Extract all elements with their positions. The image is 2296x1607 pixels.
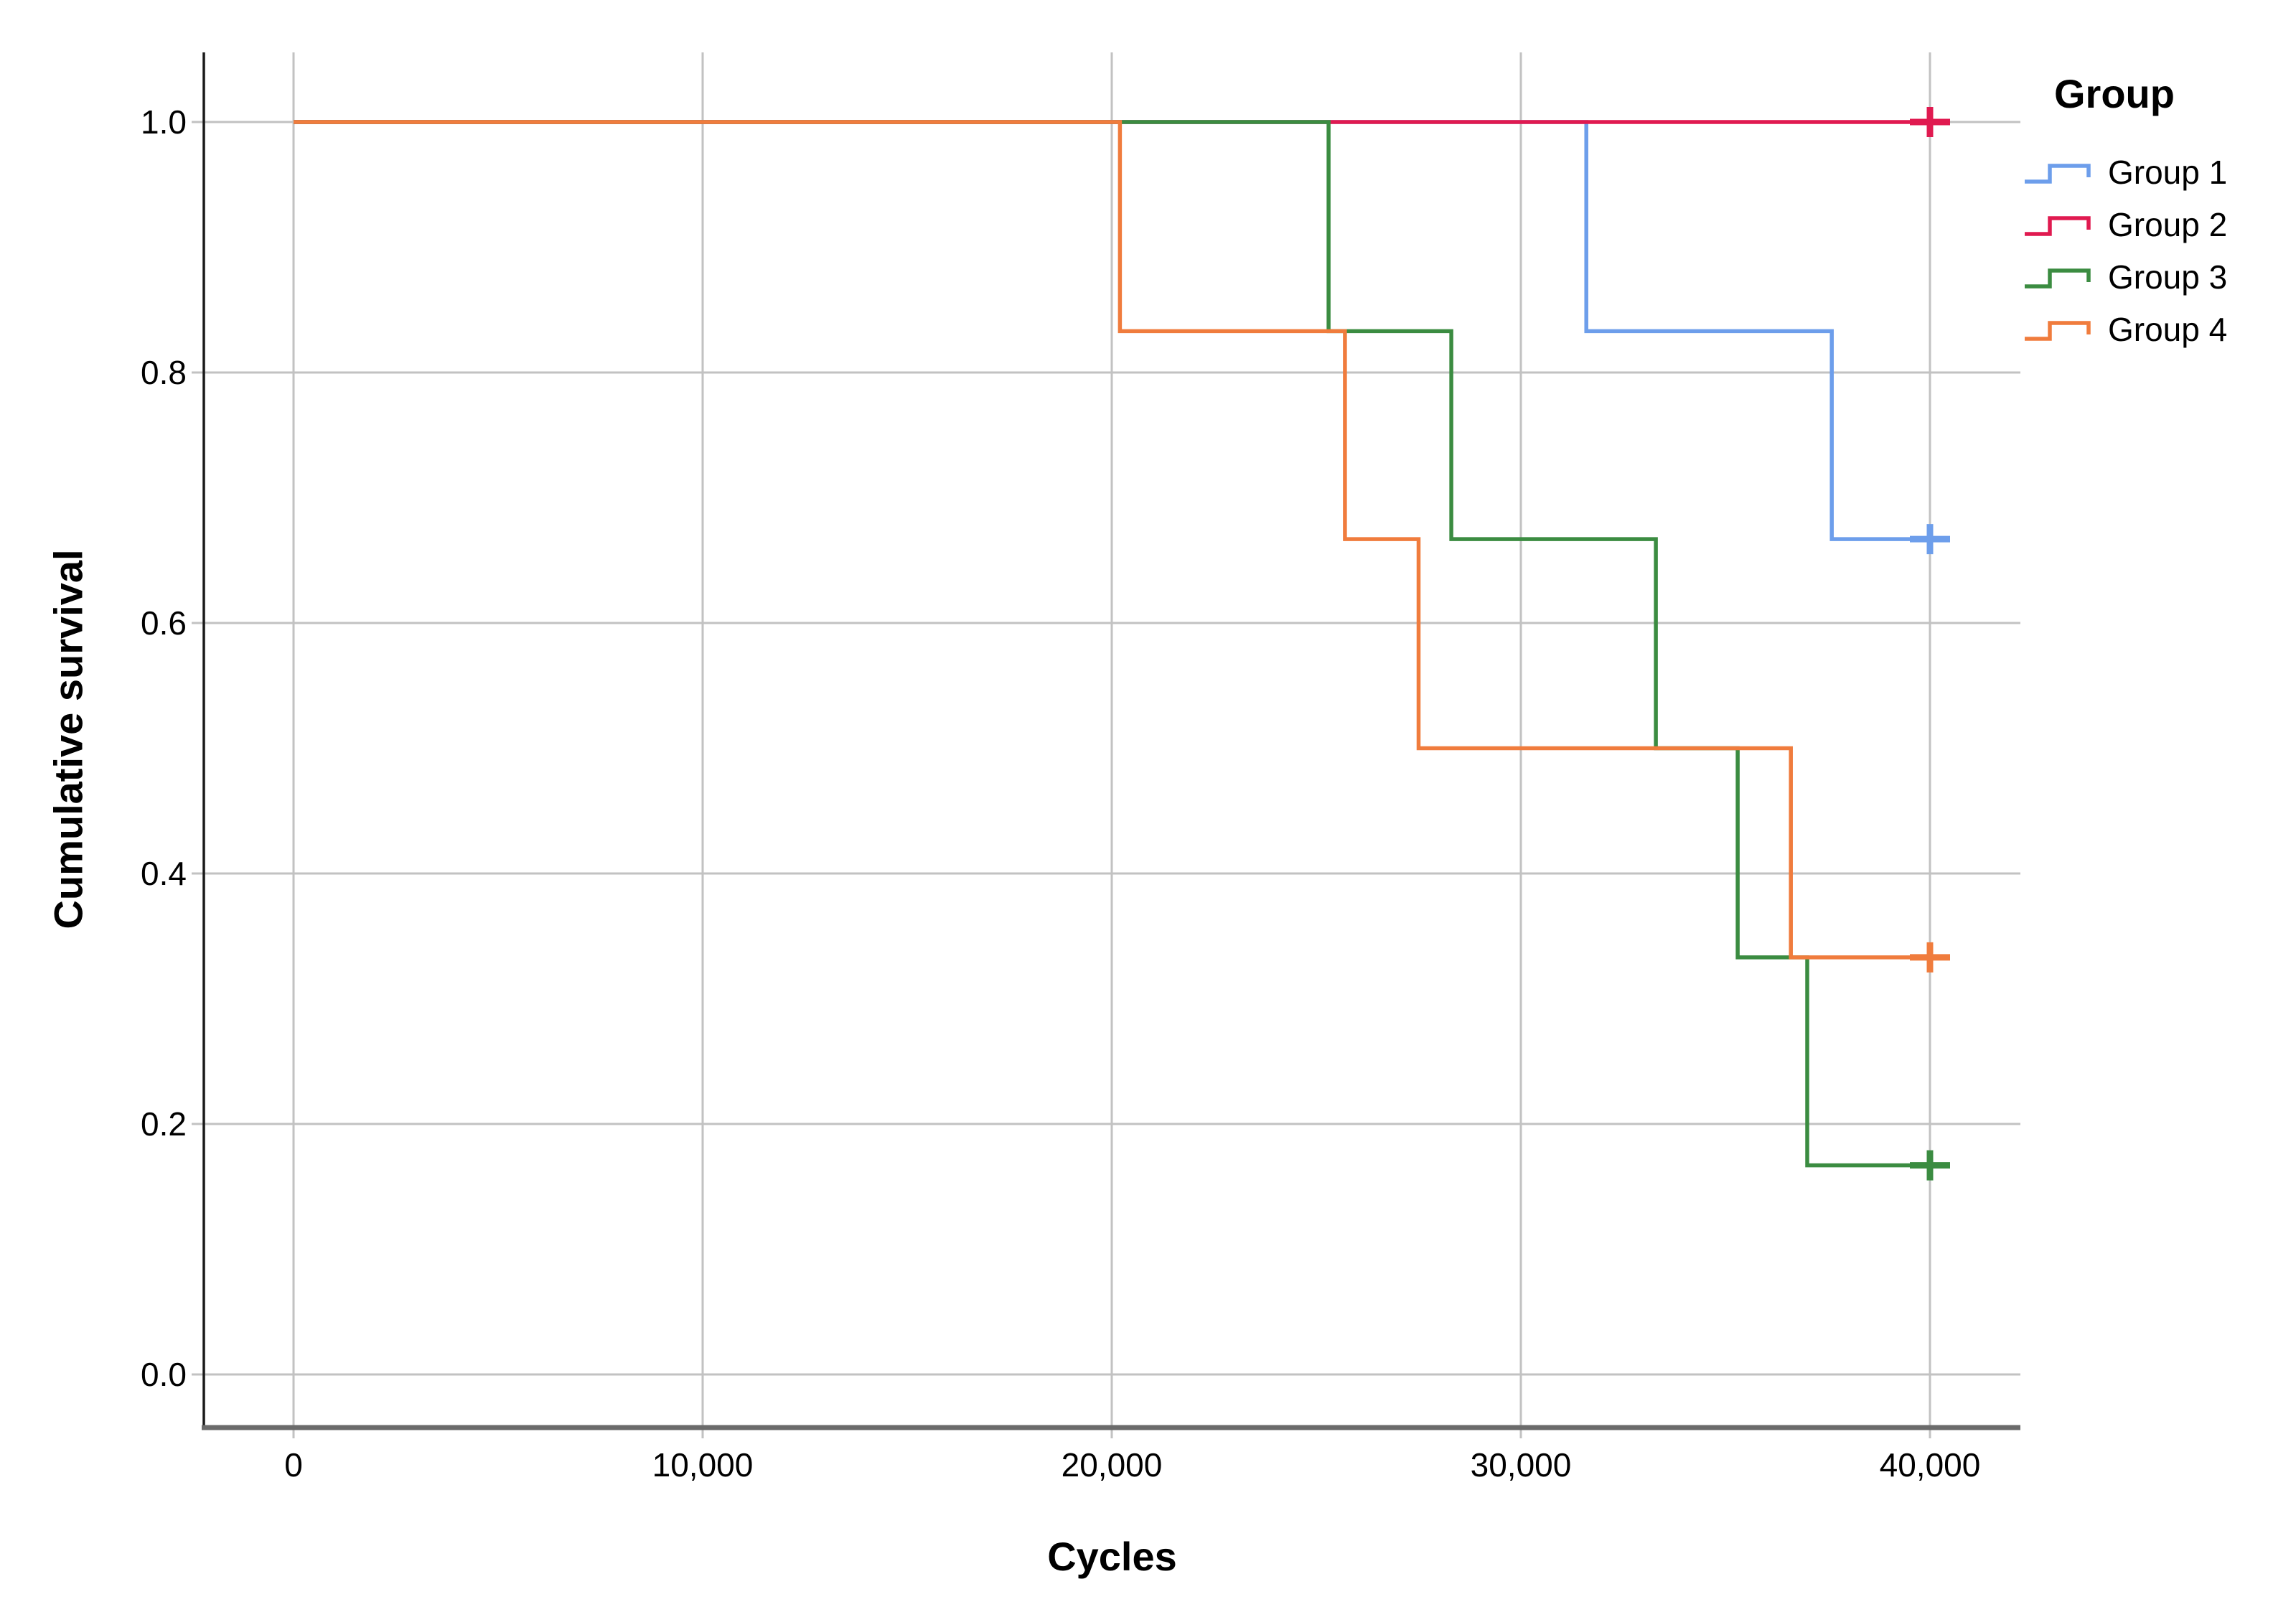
legend-item-label: Group 4 [2108,311,2228,348]
y-tick-label: 0.0 [141,1356,187,1393]
legend-item-group-2: Group 2 [2023,206,2288,243]
legend-title: Group [2054,71,2175,116]
x-axis-title: Cycles [1047,1534,1177,1579]
legend-item-label: Group 3 [2108,258,2228,296]
x-tick-label: 0 [284,1446,303,1484]
y-tick-label: 1.0 [141,103,187,141]
survival-curve-group-4 [294,120,1930,960]
legend-line-sample-icon [2025,321,2091,341]
legend: Group Group 1 Group 2 Group 3 Group 4 [2023,70,2288,370]
y-tick-label: 0.4 [141,855,187,892]
x-tick-label: 10,000 [652,1446,754,1484]
y-tick-label: 0.2 [141,1105,187,1143]
legend-line-sample-icon [2025,268,2091,289]
y-tick-label: 0.6 [141,604,187,642]
legend-item-group-4: Group 4 [2023,311,2288,348]
x-tick-label: 20,000 [1062,1446,1163,1484]
legend-item-label: Group 2 [2108,206,2228,243]
survival-curve-group-3 [294,120,1930,1168]
legend-line-sample-icon [2025,164,2091,184]
y-axis-title: Cumulative survival [45,549,91,929]
x-tick-label: 30,000 [1471,1446,1572,1484]
legend-item-group-3: Group 3 [2023,258,2288,296]
legend-item-group-1: Group 1 [2023,154,2288,191]
legend-line-sample-icon [2025,216,2091,236]
legend-item-label: Group 1 [2108,154,2228,191]
x-tick-label: 40,000 [1880,1446,1981,1484]
y-tick-label: 0.8 [141,354,187,391]
legend-items: Group 1 Group 2 Group 3 Group 4 [2023,154,2288,348]
